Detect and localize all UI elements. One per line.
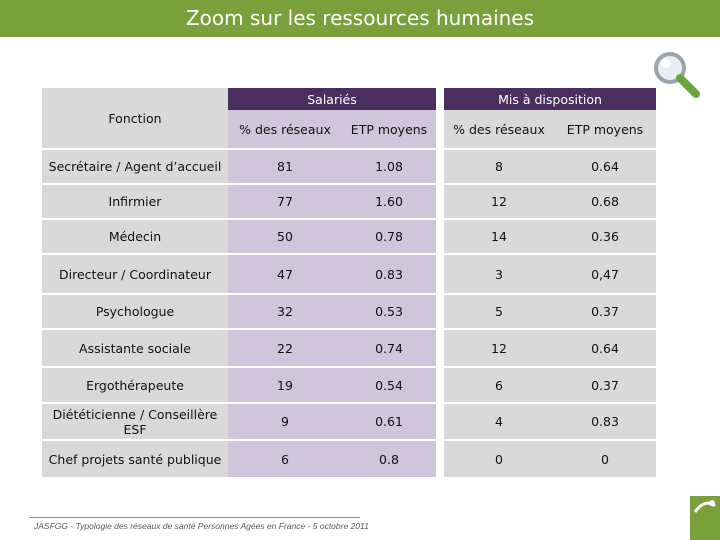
mad-etp-cell: 0.37 [554, 366, 656, 403]
mad-pct-cell: 14 [444, 218, 554, 254]
sal-etp-cell: 0.74 [342, 328, 436, 367]
fonction-cell: Secrétaire / Agent d’accueil [42, 148, 228, 184]
fonction-cell: Ergothérapeute [42, 366, 228, 403]
sal-pct-cell: 22 [228, 328, 342, 367]
table-row: Infirmier 77 1.60 12 0.68 [42, 183, 656, 219]
fonction-cell: Infirmier [42, 183, 228, 219]
sal-pct-cell: 9 [228, 402, 342, 440]
table-row: Ergothérapeute 19 0.54 6 0.37 [42, 366, 656, 403]
org-logo [690, 496, 720, 540]
sal-etp-cell: 0.8 [342, 439, 436, 477]
sal-etp-cell: 0.78 [342, 218, 436, 254]
fonction-cell: Médecin [42, 218, 228, 254]
mad-etp-cell: 0.64 [554, 148, 656, 184]
table-row: Médecin 50 0.78 14 0.36 [42, 218, 656, 254]
mad-pct-cell: 8 [444, 148, 554, 184]
subheader-sal-etp: ETP moyens [342, 110, 436, 149]
page-title: Zoom sur les ressources humaines [185, 6, 535, 30]
mad-etp-cell: 0,47 [554, 253, 656, 294]
fonction-cell: Directeur / Coordinateur [42, 253, 228, 294]
footer-divider [30, 517, 360, 518]
subheader-mad-etp: ETP moyens [554, 110, 656, 149]
sal-etp-cell: 0.53 [342, 293, 436, 329]
fonction-cell: Diététicienne / Conseillère ESF [42, 402, 228, 440]
fonction-cell: Psychologue [42, 293, 228, 329]
sal-etp-cell: 0.61 [342, 402, 436, 440]
sal-pct-cell: 81 [228, 148, 342, 184]
mad-pct-cell: 0 [444, 439, 554, 477]
fonction-header: Fonction [42, 88, 228, 150]
subheader-sal-pct: % des réseaux [228, 110, 342, 149]
table-row: Directeur / Coordinateur 47 0.83 3 0,47 [42, 253, 656, 294]
table-row: Diététicienne / Conseillère ESF 9 0.61 4 0.8… [42, 402, 656, 440]
sal-pct-cell: 6 [228, 439, 342, 477]
sal-etp-cell: 0.83 [342, 253, 436, 294]
page-title-bar: Zoom sur les ressources humaines [0, 0, 720, 37]
mad-pct-cell: 3 [444, 253, 554, 294]
mad-pct-cell: 6 [444, 366, 554, 403]
sal-etp-cell: 1.08 [342, 148, 436, 184]
mad-etp-cell: 0.83 [554, 402, 656, 440]
fonction-cell: Assistante sociale [42, 328, 228, 367]
sal-pct-cell: 19 [228, 366, 342, 403]
mad-pct-cell: 4 [444, 402, 554, 440]
footer-text: JASFGG - Typologie des réseaux de santé … [34, 521, 369, 531]
table-row: Assistante sociale 22 0.74 12 0.64 [42, 328, 656, 367]
mad-etp-cell: 0.36 [554, 218, 656, 254]
sal-etp-cell: 0.54 [342, 366, 436, 403]
sal-pct-cell: 32 [228, 293, 342, 329]
group-header-mis-a-disposition: Mis à disposition [444, 88, 656, 110]
table-row: Secrétaire / Agent d’accueil 81 1.08 8 0.64 [42, 148, 656, 184]
mad-pct-cell: 12 [444, 183, 554, 219]
subheader-mad-pct: % des réseaux [444, 110, 554, 149]
sal-etp-cell: 1.60 [342, 183, 436, 219]
sal-pct-cell: 77 [228, 183, 342, 219]
ressources-table: Fonction Salariés Mis à disposition % de… [42, 88, 656, 477]
sal-pct-cell: 50 [228, 218, 342, 254]
table-row: Psychologue 32 0.53 5 0.37 [42, 293, 656, 329]
magnifier-icon [654, 52, 700, 98]
mad-pct-cell: 5 [444, 293, 554, 329]
mad-etp-cell: 0.37 [554, 293, 656, 329]
fonction-cell: Chef projets santé publique [42, 439, 228, 477]
mad-etp-cell: 0 [554, 439, 656, 477]
table-row: Chef projets santé publique 6 0.8 0 0 [42, 439, 656, 477]
mad-etp-cell: 0.64 [554, 328, 656, 367]
sal-pct-cell: 47 [228, 253, 342, 294]
mad-etp-cell: 0.68 [554, 183, 656, 219]
group-header-salaries: Salariés [228, 88, 436, 110]
logo-mark-icon [693, 500, 716, 513]
mad-pct-cell: 12 [444, 328, 554, 367]
